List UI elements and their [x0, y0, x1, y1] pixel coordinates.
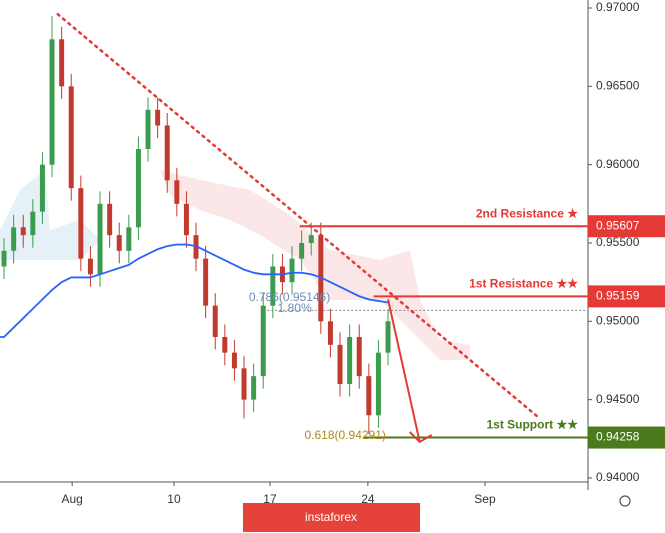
level-box: [588, 426, 665, 449]
candle-body: [337, 344, 343, 384]
candle-body: [327, 321, 333, 345]
level-label: 1st Support ★★: [486, 418, 578, 432]
candle-body: [107, 203, 113, 236]
candle-body: [135, 148, 141, 228]
candle-body: [164, 125, 170, 181]
arrow-shaft: [387, 299, 421, 443]
candle-body: [87, 258, 93, 275]
level-box: [588, 215, 665, 238]
y-tick-label: 0.95000: [596, 313, 640, 327]
level-label: 2nd Resistance ★: [476, 206, 578, 220]
level-value: 0.95159: [596, 289, 640, 303]
candle-body: [97, 203, 103, 275]
x-tick-label: 17: [263, 492, 277, 506]
cloud: [160, 170, 470, 360]
y-tick-label: 0.94000: [596, 470, 640, 484]
fib-label: 0.786(0.95146): [249, 290, 330, 304]
level-value: 0.94258: [596, 430, 640, 444]
candle-body: [203, 258, 209, 306]
y-tick-label: 0.94500: [596, 392, 640, 406]
candle-body: [347, 336, 353, 384]
candle-body: [375, 352, 381, 416]
candle-body: [116, 235, 122, 251]
candle-body: [126, 227, 132, 251]
x-tick-label: Aug: [62, 492, 83, 506]
level-value: 0.95607: [596, 218, 640, 232]
candle-body: [260, 305, 266, 377]
candle-body: [30, 211, 36, 236]
candle-body: [231, 352, 237, 369]
candle-body: [212, 305, 218, 337]
candle-body: [241, 368, 247, 400]
level-box: [588, 285, 665, 308]
candle-body: [49, 39, 55, 165]
watermark-box: [243, 503, 420, 532]
candle-body: [222, 336, 228, 353]
moving-average: [0, 243, 389, 338]
candle-body: [155, 109, 161, 126]
candle-body: [289, 258, 295, 283]
trend-line: [56, 13, 541, 420]
candle-body: [174, 180, 180, 204]
level-label: 1st Resistance ★★: [469, 277, 578, 291]
candle-body: [11, 227, 17, 251]
watermark: instaforex: [305, 510, 357, 524]
settings-icon: [619, 495, 631, 507]
candle-body: [145, 109, 151, 149]
candle-body: [1, 250, 7, 267]
candle-body: [68, 86, 74, 189]
x-tick-label: 10: [167, 492, 181, 506]
arrow-head: [409, 431, 433, 444]
candle-body: [39, 164, 45, 212]
y-tick-label: 0.97000: [596, 0, 640, 14]
candle-body: [251, 376, 257, 400]
fib-label: 0.618(0.94291): [305, 428, 386, 442]
candle-body: [366, 376, 372, 416]
candle-body: [385, 321, 391, 353]
y-tick-label: 0.96500: [596, 78, 640, 92]
candle-body: [356, 336, 362, 377]
candle-body: [183, 203, 189, 236]
x-tick-label: 24: [361, 492, 375, 506]
cloud: [0, 170, 100, 260]
candle-body: [270, 266, 276, 306]
candle-body: [299, 242, 305, 259]
candle-body: [308, 235, 314, 243]
x-tick-label: Sep: [474, 492, 496, 506]
candle-body: [20, 227, 26, 236]
candle-body: [59, 39, 65, 87]
y-tick-label: 0.95500: [596, 235, 640, 249]
y-tick-label: 0.96000: [596, 157, 640, 171]
candle-body: [78, 188, 84, 259]
fib-label: 1.80%: [278, 301, 312, 315]
